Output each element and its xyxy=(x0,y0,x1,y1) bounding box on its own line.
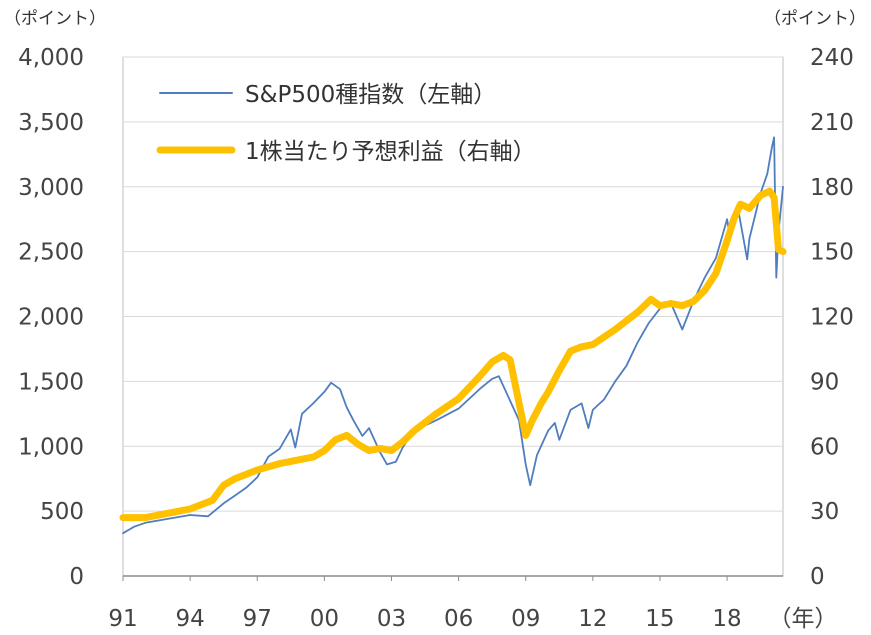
left-y-tick-label: 1,000 xyxy=(18,434,84,460)
right-y-tick-label: 150 xyxy=(810,240,854,266)
left-y-tick-label: 2,000 xyxy=(18,305,84,331)
x-tick-label: 15 xyxy=(645,606,674,632)
x-tick-label: 03 xyxy=(377,606,406,632)
right-y-tick-label: 0 xyxy=(810,564,825,590)
eps-forecast-series-line xyxy=(119,187,787,522)
right-y-tick-label: 210 xyxy=(810,110,854,136)
x-tick-label: 91 xyxy=(108,606,137,632)
right-y-tick-label: 30 xyxy=(810,499,839,525)
left-axis-unit-label: （ポイント） xyxy=(4,9,106,29)
left-y-tick-label: 3,000 xyxy=(18,175,84,201)
right-y-tick-label: 60 xyxy=(810,434,839,460)
x-tick-label: 97 xyxy=(243,606,272,632)
left-y-tick-label: 1,500 xyxy=(18,369,84,395)
right-y-tick-label: 240 xyxy=(810,45,854,71)
legend-label: S&P500種指数（左軸） xyxy=(245,82,496,108)
x-tick-label: 06 xyxy=(444,606,473,632)
right-y-tick-label: 180 xyxy=(810,175,854,201)
legend-label: 1株当たり予想利益（右軸） xyxy=(245,139,536,165)
right-axis-unit-label: （ポイント） xyxy=(764,9,866,29)
left-y-tick-label: 3,500 xyxy=(18,110,84,136)
left-y-tick-label: 0 xyxy=(69,564,84,590)
right-y-tick-label: 90 xyxy=(810,369,839,395)
x-tick-label: 18 xyxy=(712,606,741,632)
left-y-tick-label: 2,500 xyxy=(18,240,84,266)
right-y-tick-label: 120 xyxy=(810,305,854,331)
left-y-tick-label: 4,000 xyxy=(18,45,84,71)
x-tick-label: 12 xyxy=(578,606,607,632)
x-tick-label: 94 xyxy=(175,606,204,632)
left-y-tick-label: 500 xyxy=(40,499,84,525)
sp500-series-line xyxy=(122,136,784,535)
x-tick-label: 00 xyxy=(310,606,339,632)
x-tick-label: 09 xyxy=(511,606,540,632)
x-axis-unit-label: （年） xyxy=(769,606,838,632)
